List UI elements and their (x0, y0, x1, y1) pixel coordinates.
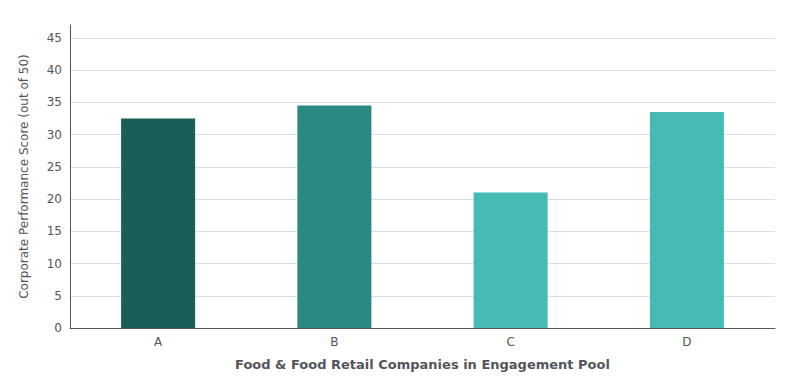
svg-text:35: 35 (47, 95, 62, 109)
svg-text:Food & Food Retail Companies i: Food & Food Retail Companies in Engageme… (235, 357, 610, 372)
svg-text:45: 45 (47, 31, 62, 45)
svg-text:15: 15 (47, 224, 62, 238)
svg-text:20: 20 (47, 192, 62, 206)
svg-text:Corporate Performance Score (o: Corporate Performance Score (out of 50) (17, 54, 31, 299)
svg-text:5: 5 (54, 289, 62, 303)
svg-text:A: A (154, 335, 163, 349)
svg-text:40: 40 (47, 63, 62, 77)
svg-text:10: 10 (47, 257, 62, 271)
svg-text:25: 25 (47, 160, 62, 174)
svg-text:0: 0 (54, 321, 62, 335)
svg-text:B: B (330, 335, 338, 349)
svg-text:30: 30 (47, 128, 62, 142)
svg-text:C: C (506, 335, 514, 349)
svg-text:D: D (682, 335, 691, 349)
